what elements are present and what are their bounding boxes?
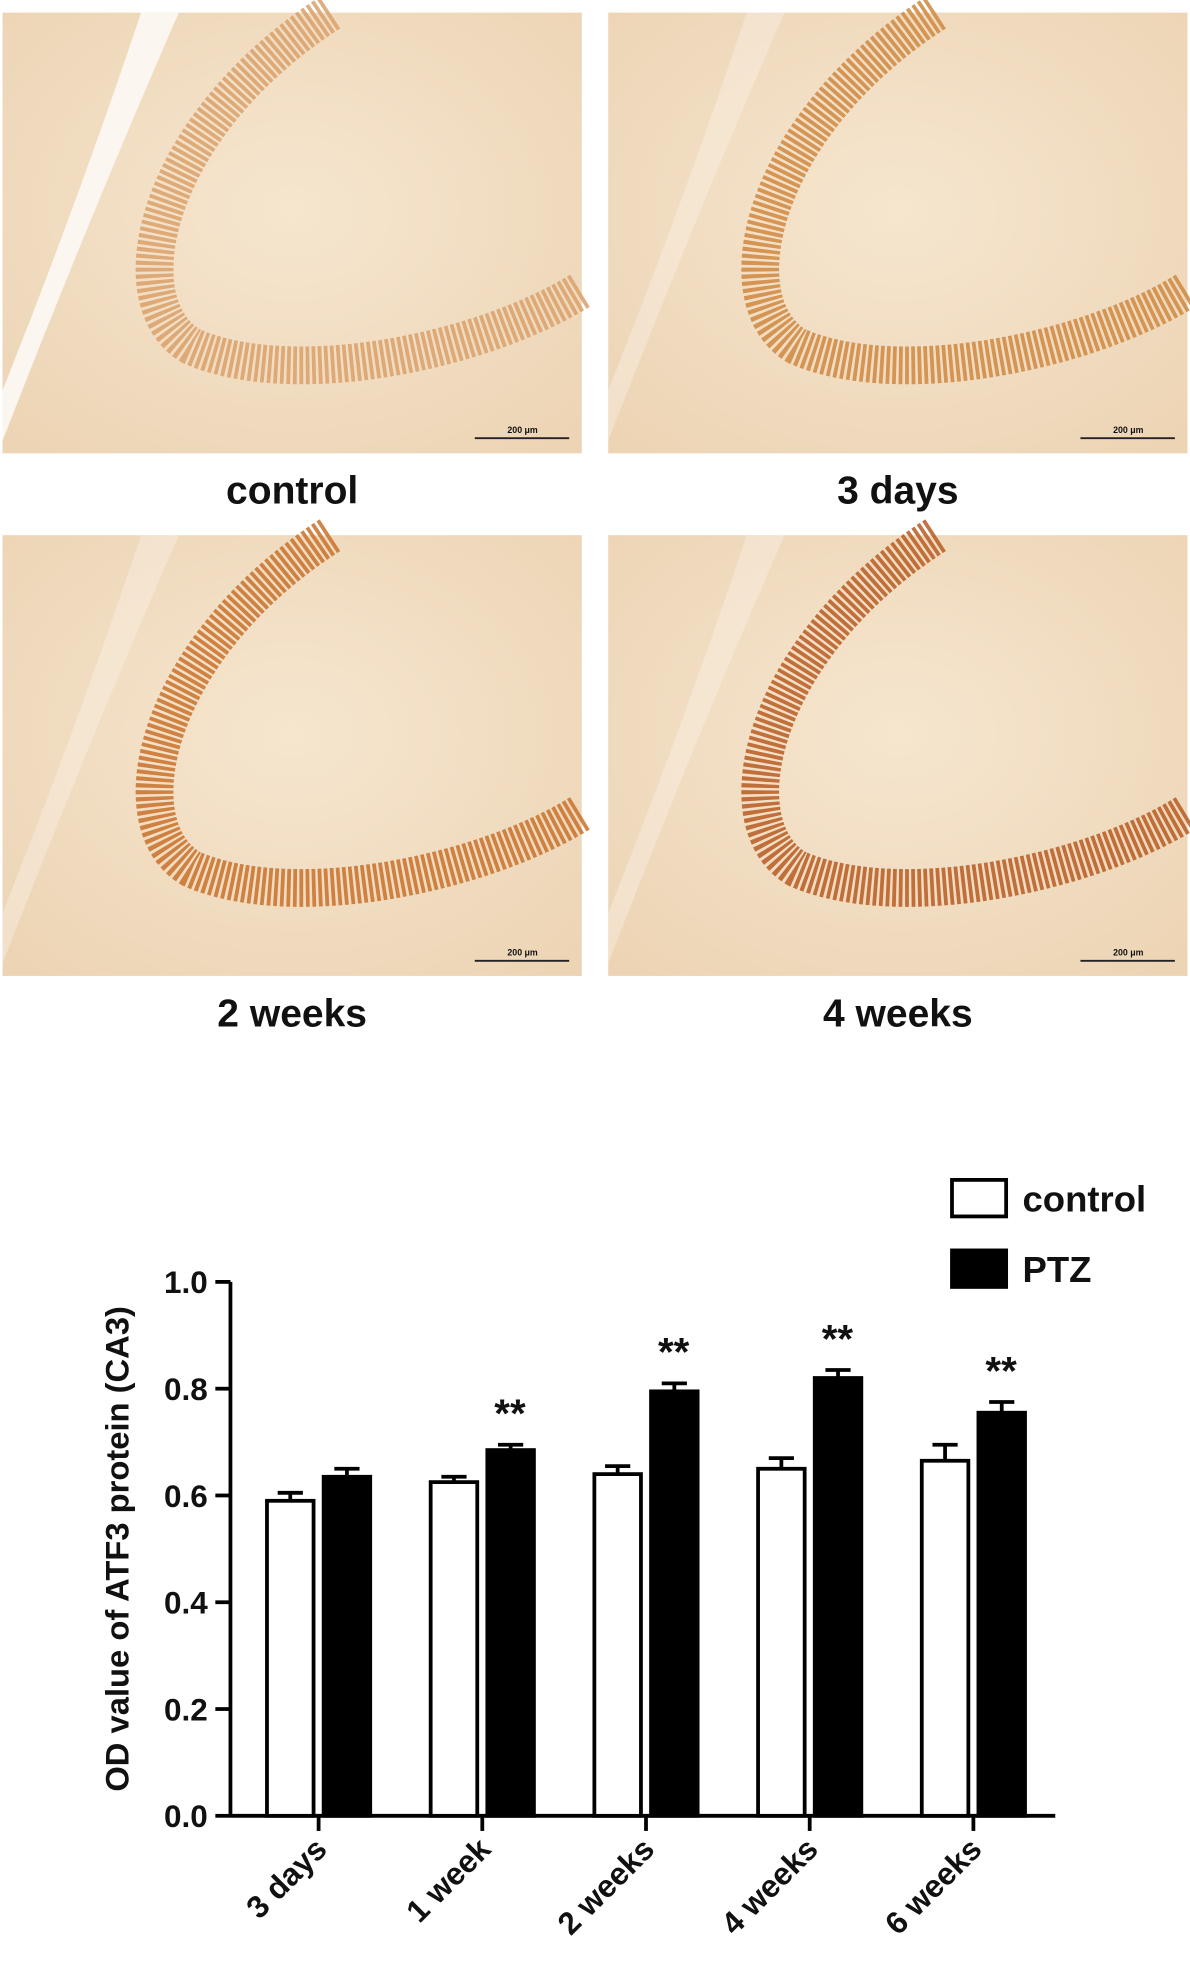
y-tick-label: 0.0 (164, 1799, 208, 1834)
cell-layer (741, 0, 1190, 385)
legend-label: PTZ (1023, 1249, 1092, 1290)
panel-label: 2 weeks (217, 992, 367, 1035)
x-tick-label: 3 days (240, 1831, 334, 1925)
legend-label: control (1023, 1178, 1147, 1219)
micrograph-image (608, 12, 1188, 454)
x-tick-label: 6 weeks (878, 1831, 988, 1941)
significance-mark: ** (494, 1391, 526, 1436)
panel-label: 3 days (837, 470, 958, 513)
legend-swatch (950, 1248, 1009, 1289)
micrograph: 200 μm 4 weeks (608, 519, 1190, 1035)
x-tick-label: 4 weeks (715, 1831, 825, 1941)
x-tick-label: 2 weeks (551, 1831, 661, 1941)
bar (592, 1472, 643, 1818)
y-axis-label: OD value of ATF3 protein (CA3) (98, 1306, 135, 1792)
significance-mark: ** (822, 1316, 854, 1361)
bar (812, 1376, 864, 1818)
scale-bar-label: 200 μm (1113, 948, 1144, 958)
micrograph-image (608, 535, 1188, 976)
cell-layer (741, 519, 1190, 907)
micrograph: 200 μm 3 days (608, 0, 1190, 513)
bar (919, 1458, 971, 1818)
cell-layer (135, 519, 592, 907)
bar (976, 1410, 1027, 1818)
significance-mark: ** (658, 1330, 690, 1375)
micrograph-image (2, 535, 582, 976)
y-tick-label: 0.6 (164, 1479, 208, 1514)
micrograph-image (2, 12, 582, 454)
scale-bar-label: 200 μm (1113, 425, 1144, 435)
bar (485, 1448, 536, 1818)
legend-swatch (950, 1178, 1009, 1219)
bar (428, 1480, 480, 1818)
panel-label: 4 weeks (823, 992, 973, 1035)
bar (756, 1466, 807, 1818)
bar (649, 1389, 700, 1818)
y-tick-label: 1.0 (164, 1265, 208, 1300)
micrograph: 200 μm 2 weeks (2, 519, 592, 1035)
scale-bar-label: 200 μm (507, 425, 538, 435)
bar (265, 1498, 316, 1818)
x-tick-label: 1 week (400, 1831, 498, 1929)
micrograph: 200 μm control (2, 0, 592, 513)
y-tick-label: 0.2 (164, 1692, 208, 1727)
y-tick-label: 0.4 (164, 1586, 208, 1621)
significance-mark: ** (985, 1348, 1017, 1393)
scale-bar-label: 200 μm (507, 948, 538, 958)
panel-label: control (226, 470, 358, 513)
bar (321, 1474, 373, 1818)
y-tick-label: 0.8 (164, 1372, 208, 1407)
cell-layer (135, 0, 592, 385)
